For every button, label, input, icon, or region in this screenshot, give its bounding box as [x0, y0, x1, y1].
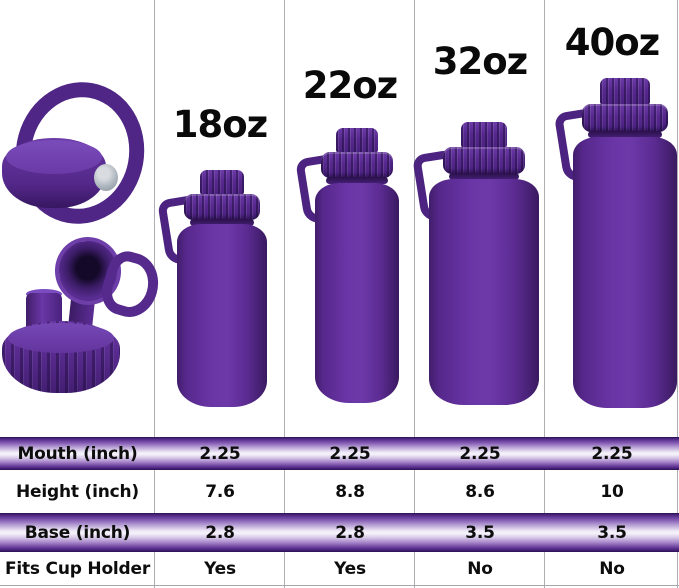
row-header-base: Base (inch) [24, 522, 131, 543]
row-header-mouth: Mouth (inch) [17, 443, 138, 464]
bottle-main-cap [582, 104, 668, 132]
cell-base-18oz: 2.8 [205, 522, 235, 543]
size-label-32oz: 32oz [432, 40, 528, 83]
size-label-18oz: 18oz [172, 103, 268, 146]
bottle-22oz-photo [295, 128, 399, 403]
bottle-18oz-photo [157, 170, 267, 407]
cell-mouth-18oz: 2.25 [199, 443, 241, 464]
bottle-body [315, 183, 399, 403]
bottle-body [177, 224, 267, 407]
spout-lid-base-top-face [8, 323, 114, 353]
table-row-cup-holder: Fits Cup Holder Yes Yes No No [0, 552, 679, 585]
bottle-spout-cap [600, 78, 650, 105]
cell-height-40oz: 10 [600, 481, 624, 502]
cell-height-18oz: 7.6 [205, 481, 235, 502]
flex-cap-top-face [6, 140, 102, 174]
bottle-body [429, 179, 539, 405]
column-divider [414, 0, 415, 588]
size-label-40oz: 40oz [564, 21, 660, 64]
row-header-height: Height (inch) [16, 481, 139, 502]
cell-base-32oz: 3.5 [465, 522, 495, 543]
flex-cap-lid-photo [2, 71, 156, 235]
cell-mouth-32oz: 2.25 [459, 443, 501, 464]
column-divider [544, 0, 545, 588]
column-divider [284, 0, 285, 588]
flex-cap-gray-button [94, 164, 118, 191]
cell-cup-holder-22oz: Yes [334, 558, 366, 579]
cell-height-32oz: 8.6 [465, 481, 495, 502]
bottle-neck [190, 219, 254, 226]
bottle-neck [449, 173, 519, 180]
spout-lid-photo [0, 232, 166, 399]
bottle-spout-cap [200, 170, 244, 195]
bottom-edge-line [0, 585, 679, 586]
cell-cup-holder-18oz: Yes [204, 558, 236, 579]
bottle-40oz-photo [553, 78, 677, 408]
table-row-mouth: Mouth (inch) 2.25 2.25 2.25 2.25 [0, 437, 679, 470]
cell-cup-holder-32oz: No [467, 558, 493, 579]
bottle-32oz-photo [411, 122, 539, 405]
cell-height-22oz: 8.8 [335, 481, 365, 502]
bottle-main-cap [321, 152, 393, 178]
size-label-22oz: 22oz [302, 64, 398, 107]
bottle-body [573, 137, 677, 408]
cell-mouth-40oz: 2.25 [591, 443, 633, 464]
cell-cup-holder-40oz: No [599, 558, 625, 579]
cell-base-40oz: 3.5 [597, 522, 627, 543]
bottle-spout-cap [461, 122, 507, 148]
bottle-main-cap [184, 194, 260, 220]
table-row-base: Base (inch) 2.8 2.8 3.5 3.5 [0, 513, 679, 552]
cell-mouth-22oz: 2.25 [329, 443, 371, 464]
right-edge-line [677, 0, 678, 588]
bottle-neck [588, 131, 662, 138]
cell-base-22oz: 2.8 [335, 522, 365, 543]
bottle-neck [326, 177, 388, 184]
row-header-cup-holder: Fits Cup Holder [4, 558, 151, 579]
column-divider [154, 0, 155, 588]
bottle-main-cap [443, 147, 525, 174]
table-row-height: Height (inch) 7.6 8.8 8.6 10 [0, 470, 679, 513]
bottle-spout-cap [336, 128, 378, 153]
